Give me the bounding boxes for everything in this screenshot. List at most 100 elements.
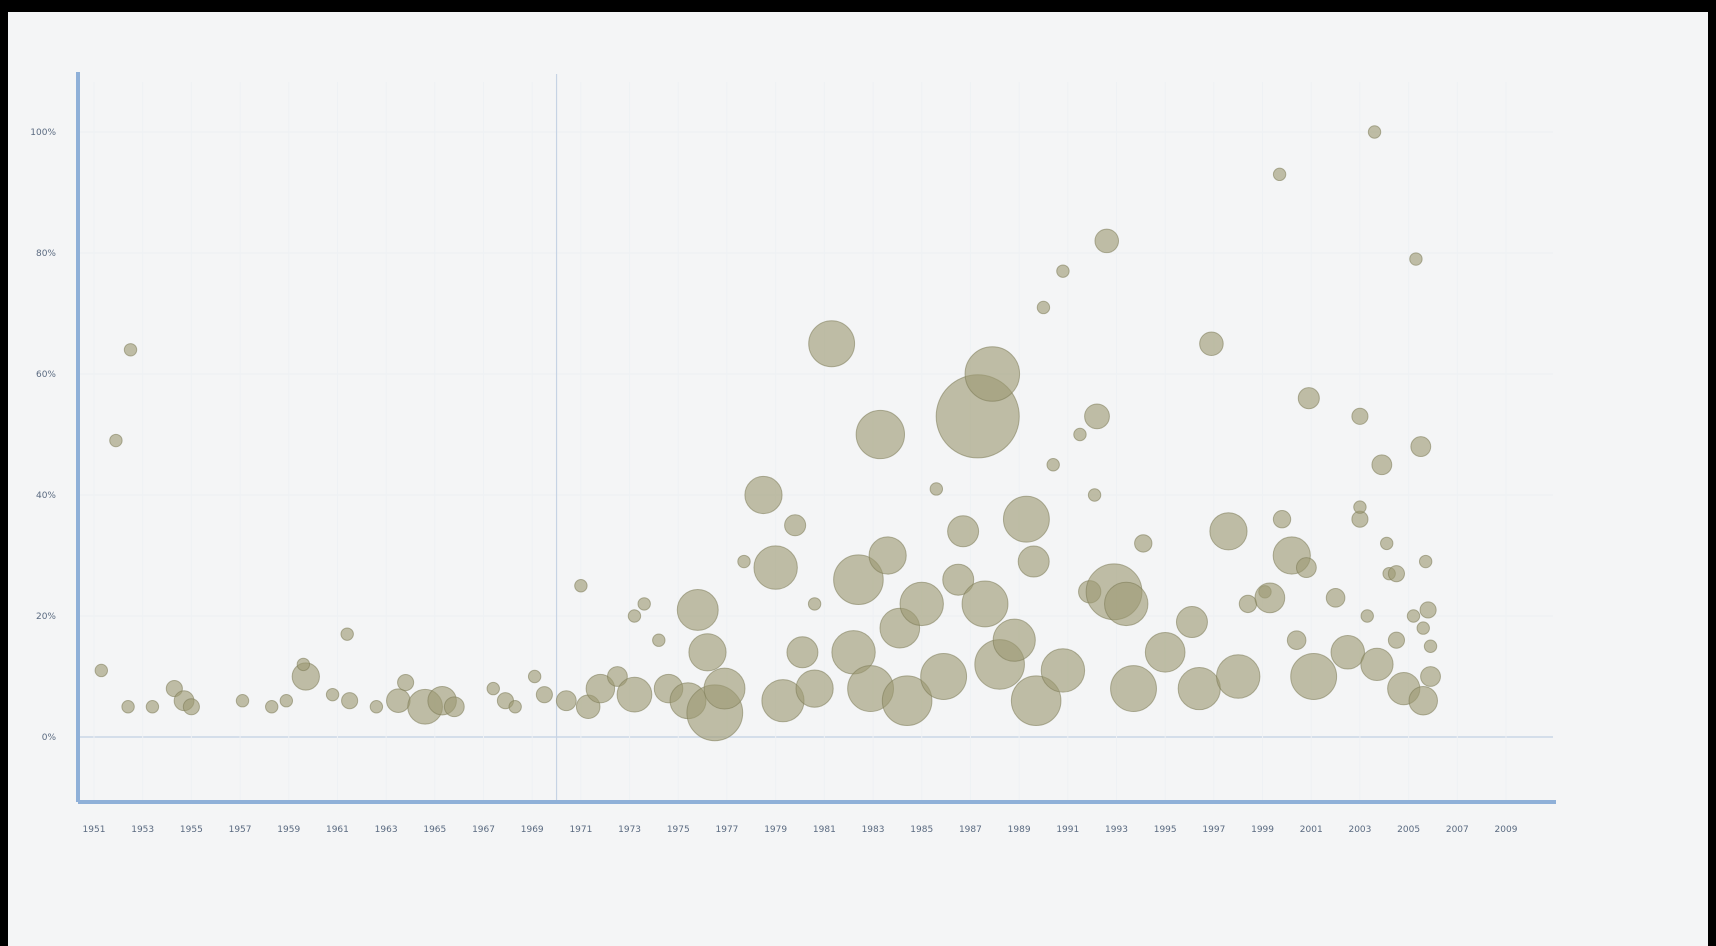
bubble-point [296, 657, 311, 672]
x-tick-label: 2005 [1397, 825, 1420, 835]
bubble-point [1360, 647, 1394, 682]
bubble-point [279, 694, 294, 708]
bubble-point [1238, 594, 1258, 614]
bubble-point [1420, 666, 1441, 687]
bubble-point [1410, 436, 1432, 458]
bubble-point [386, 688, 411, 713]
bubble-point [182, 698, 200, 716]
bubble-point [121, 700, 135, 714]
bubble-point [1297, 387, 1320, 410]
bubble-point [1177, 667, 1221, 711]
x-tick-label: 1951 [83, 825, 106, 835]
bubble-point [637, 597, 651, 611]
bubble-point [899, 581, 944, 627]
bubble-point [1040, 648, 1086, 693]
bubble-point [341, 692, 359, 710]
bubble-point [235, 694, 250, 708]
bubble-point [265, 700, 279, 714]
bubble-point [1272, 510, 1292, 529]
bubble-point [94, 663, 109, 678]
bubble-point [1046, 458, 1060, 472]
y-tick-label: 80% [36, 249, 56, 259]
bubble-point [1087, 488, 1102, 502]
bubble-point [325, 687, 340, 702]
x-tick-label: 1999 [1251, 825, 1274, 835]
x-tick-label: 1985 [910, 825, 933, 835]
bubble-point [1290, 653, 1338, 700]
bubble-point [585, 673, 616, 704]
bubble-point [786, 636, 819, 669]
y-tick-label: 20% [36, 612, 56, 622]
bubble-point [947, 515, 980, 548]
bubble-point [555, 690, 577, 712]
bubble-point [1387, 565, 1406, 583]
bubble-point [1216, 654, 1261, 699]
bubble-point [703, 667, 746, 710]
bubble-point [1175, 606, 1208, 639]
bubble-point [1353, 500, 1367, 514]
bubble-point [795, 669, 834, 708]
bubble-point [1330, 635, 1365, 670]
y-tick-label: 100% [30, 128, 56, 138]
x-tick-label: 1995 [1154, 825, 1177, 835]
x-tick-label: 1971 [569, 825, 592, 835]
bubble-point [1002, 495, 1050, 543]
bubble-point [1409, 252, 1423, 266]
x-tick-label: 1987 [959, 825, 982, 835]
bubble-point [486, 681, 500, 696]
bubble-point [737, 554, 751, 569]
bubble-point [868, 536, 907, 575]
bubble-point [1371, 454, 1393, 476]
bubble-point [1423, 639, 1438, 653]
plot-area: 0% 20% 40% 60% 80% 100% 1951 1953 1955 1957 1959 19… [8, 12, 1708, 946]
bubble-point [1295, 557, 1317, 579]
bubble-point [606, 666, 628, 687]
y-tick-label: 60% [36, 370, 56, 380]
x-tick-label: 1955 [180, 825, 203, 835]
bubble-point [1017, 545, 1050, 578]
bubble-point [1351, 407, 1369, 425]
bubble-point [1036, 300, 1051, 315]
bubble-point [1367, 125, 1382, 139]
bubble-point [753, 545, 798, 590]
bubble-point [1110, 665, 1157, 713]
bubble-point [1406, 609, 1421, 623]
bubble-point [1272, 167, 1287, 182]
bubble-point [1387, 631, 1406, 649]
bubble-point [1104, 581, 1149, 627]
x-tick-label: 1973 [618, 825, 641, 835]
bubble-point [1325, 588, 1346, 608]
bubble-point [992, 618, 1036, 662]
bubble-point [1144, 631, 1186, 673]
bubble-point [1416, 621, 1430, 635]
axes [76, 72, 1556, 804]
x-tick-label: 1997 [1202, 825, 1225, 835]
bubble-point [1254, 582, 1286, 614]
bubble-point [1010, 675, 1062, 727]
bubble-point [1418, 554, 1433, 569]
tick-labels: 0% 20% 40% 60% 80% 100% 1951 1953 1955 1957 1959 19… [30, 128, 1517, 835]
x-tick-label: 2009 [1495, 825, 1518, 835]
bubble-point [508, 700, 522, 714]
bubble-point [145, 700, 160, 714]
x-tick-label: 1989 [1008, 825, 1031, 835]
bubble-point [964, 346, 1021, 402]
bubble-point [1073, 427, 1087, 442]
bubble-point [397, 673, 415, 692]
bubble-point [369, 700, 384, 714]
bubble-point [527, 669, 542, 684]
bubble-point [942, 563, 975, 596]
bubble-point [784, 514, 807, 537]
x-tick-label: 1977 [716, 825, 739, 835]
bubble-point [920, 653, 968, 700]
bubble-point [1084, 403, 1110, 430]
bubble-point [688, 633, 727, 672]
bubble-point [109, 433, 123, 448]
x-tick-label: 1969 [521, 825, 544, 835]
x-tick-label: 1963 [375, 825, 398, 835]
bubble-point [574, 579, 588, 593]
bubble-point [744, 475, 783, 515]
bubble-point [1094, 228, 1120, 254]
x-tick-label: 1975 [667, 825, 690, 835]
x-tick-label: 1959 [277, 825, 300, 835]
